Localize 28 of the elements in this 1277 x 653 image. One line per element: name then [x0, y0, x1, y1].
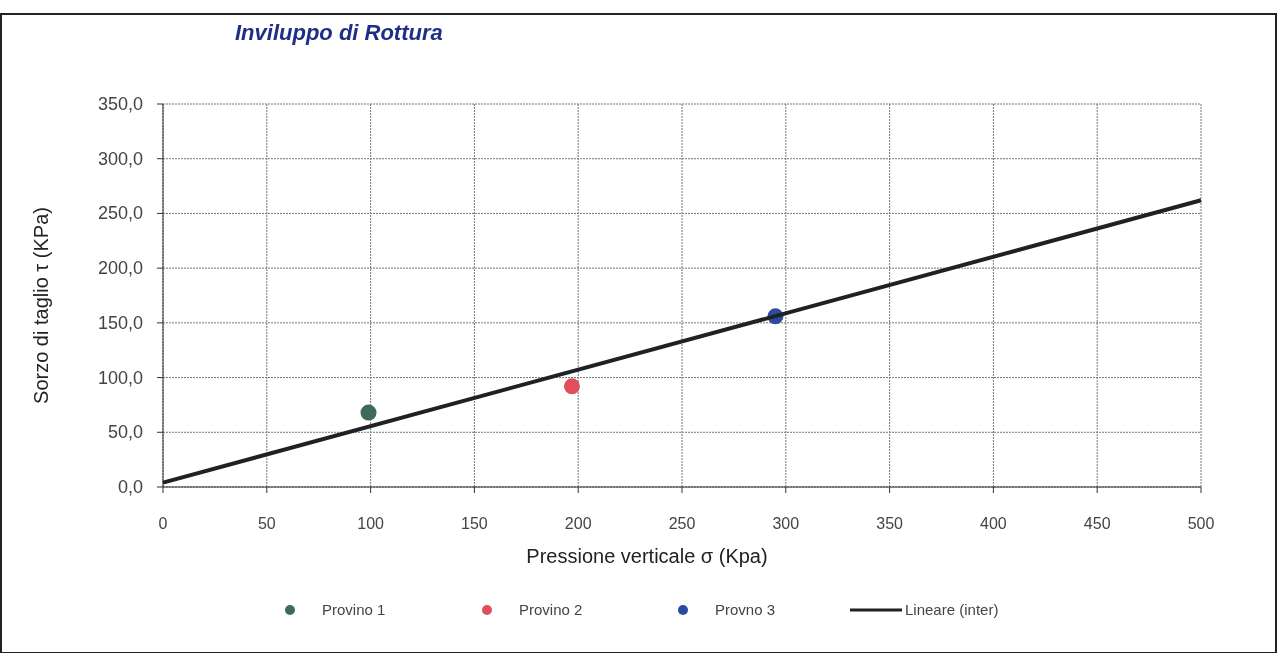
point	[360, 404, 377, 421]
y-tick-label: 150,0	[97, 312, 143, 333]
y-tick-label: 50,0	[107, 422, 143, 443]
x-axis-title: Pressione verticale σ (Kpa)	[526, 545, 768, 567]
x-tick-label: 450	[1083, 515, 1111, 532]
y-tick-label: 200,0	[97, 258, 143, 279]
x-tick-label: 0	[158, 515, 168, 532]
y-tick-label: 300,0	[97, 148, 143, 169]
legend-label: Provino 1	[322, 601, 386, 618]
point	[563, 378, 580, 395]
x-tick-label: 250	[668, 515, 696, 532]
x-tick-label: 100	[357, 515, 385, 532]
y-tick-label: 0,0	[117, 477, 143, 497]
x-tick-label: 350	[876, 515, 904, 532]
y-tick-label: 350,0	[97, 94, 143, 114]
chart-title: Inviluppo di Rottura	[235, 20, 443, 45]
x-tick-label: 500	[1187, 515, 1215, 532]
legend-label: Lineare (inter)	[905, 601, 999, 618]
y-tick-label: 100,0	[97, 367, 143, 388]
x-tick-label: 150	[461, 515, 488, 532]
y-tick-label: 250,0	[97, 203, 143, 224]
y-axis-title: Sorzo di taglio τ (KPa)	[30, 207, 52, 404]
legend-label: Provino 2	[519, 601, 583, 618]
x-tick-label: 50	[257, 515, 276, 532]
legend-label: Provno 3	[715, 601, 776, 618]
x-tick-label: 400	[980, 515, 1007, 532]
x-tick-label: 300	[772, 515, 800, 532]
x-tick-label: 200	[564, 515, 592, 532]
